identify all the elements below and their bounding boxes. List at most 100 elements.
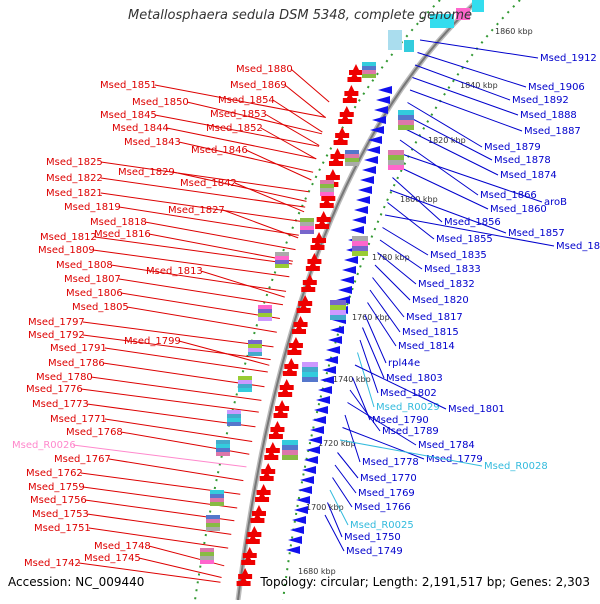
gene-block [472,0,484,12]
forward-gene-arrow [268,428,283,439]
left-connector-line [72,444,247,468]
kbp-tick-label: 1780 kbp [372,253,410,262]
reverse-gene-arrow [374,106,388,114]
reverse-gene-arrow [358,186,372,194]
left-gene-label: Msed_1756 [30,495,87,506]
reverse-gene-arrow [338,286,352,294]
reverse-gene-arrow [294,506,308,514]
kbp-tick-label: 1800 kbp [400,195,438,204]
right-gene-label: Msed_1766 [354,502,411,513]
right-gene-label: Msed_1832 [418,279,475,290]
accession-text: Accession: NC_009440 [8,575,145,589]
left-gene-label: Msed_1852 [206,123,263,134]
left-connector-line [264,113,320,146]
right-connector-line [349,389,381,432]
right-gene-label: Msed_1874 [500,170,557,181]
gene-block [210,502,224,506]
kbp-tick-label: 1680 kbp [298,567,336,576]
right-gene-label: Msed_R0028 [484,461,548,472]
gene-block [320,188,334,192]
gene-block [352,246,368,251]
left-connector-line [120,292,280,319]
left-gene-label: Msed_1797 [28,317,85,328]
right-connector-line [384,214,555,247]
left-connector-line [104,418,253,442]
reverse-gene-arrow [372,116,386,124]
left-gene-label: Msed_1759 [28,482,85,493]
gene-block [258,313,272,317]
gene-block [362,70,376,74]
reverse-gene-arrow [366,146,380,154]
forward-gene-arrow [344,85,359,96]
left-gene-label: Msed_1813 [146,266,203,277]
left-connector-line [222,209,299,239]
kbp-tick-label: 1720 kbp [318,439,356,448]
inner-guide-arc [194,0,441,601]
reverse-gene-arrow [322,366,336,374]
right-connector-line [344,414,361,463]
reverse-gene-arrow [324,356,338,364]
reverse-gene-arrow [354,206,368,214]
right-connector-line [412,77,519,116]
forward-gene-arrow [256,484,271,495]
reverse-gene-arrow [356,196,370,204]
left-gene-label: Msed_1846 [191,145,248,156]
reverse-gene-arrow [350,226,364,234]
left-gene-label: Msed_1799 [124,336,181,347]
gene-block [238,376,252,380]
left-gene-label: Msed_1807 [64,274,121,285]
right-gene-label: Msed_1790 [372,415,429,426]
gene-block [258,305,272,309]
left-gene-label: Msed_1822 [46,173,103,184]
forward-gene-arrow [241,554,256,565]
right-gene-label: aroB [544,197,567,208]
left-gene-label: Msed_1805 [72,302,129,313]
left-connector-line [138,557,222,578]
left-connector-line [272,99,323,133]
left-connector-line [104,347,268,373]
reverse-gene-arrow [318,386,332,394]
gene-block [388,155,404,160]
gene-block [238,380,252,384]
forward-gene-arrow [342,92,357,103]
forward-gene-arrow [333,134,348,145]
left-gene-label: Msed_1773 [32,399,89,410]
gene-block [398,125,414,130]
forward-gene-arrow [312,232,327,243]
right-gene-label: Msed_1857 [508,228,565,239]
forward-gene-arrow [330,148,345,159]
left-connector-line [144,221,296,251]
left-connector-line [118,278,284,306]
right-connector-line [332,477,353,508]
left-connector-line [100,177,306,208]
gene-block [248,348,262,352]
left-gene-label: Msed_1854 [218,95,275,106]
right-gene-label: Msed_1778 [362,457,419,468]
reverse-gene-arrow [352,216,366,224]
forward-gene-arrow [288,337,303,348]
reverse-gene-arrow [304,456,318,464]
gene-block [345,154,359,158]
reverse-gene-arrow [286,546,300,554]
left-connector-line [148,233,293,262]
gene-block [248,344,262,348]
forward-gene-arrow [298,295,313,306]
forward-gene-arrow [349,64,363,75]
forward-gene-arrow [284,358,299,369]
right-connector-line [372,277,405,318]
forward-gene-arrow [265,442,280,453]
gene-block [200,560,214,564]
right-gene-label: Msed_1892 [512,95,569,106]
left-connector-line [234,182,305,213]
gene-block [388,30,402,50]
forward-gene-arrow [335,127,350,138]
gene-block [302,377,318,382]
reverse-gene-arrow [312,416,326,424]
reverse-gene-arrow [342,266,356,274]
gene-block [456,8,470,20]
forward-gene-arrow [251,505,266,516]
kbp-tick-label: 1740 kbp [333,375,371,384]
right-connector-line [329,489,349,526]
right-gene-label: Msed_1912 [540,53,597,64]
right-gene-label: Msed_1866 [480,190,537,201]
